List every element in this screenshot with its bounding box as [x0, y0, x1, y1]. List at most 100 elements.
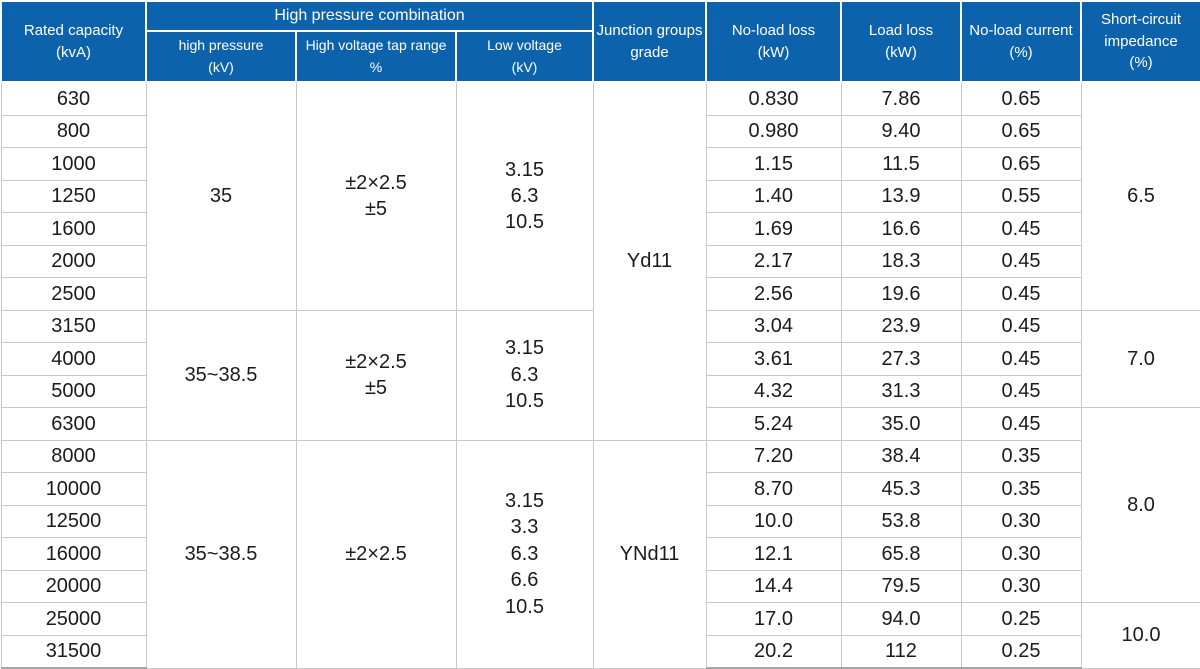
cell-no-load-loss: 7.20	[705, 439, 842, 473]
cell-no-load-current: 0.45	[960, 277, 1082, 311]
cell-load-loss: 35.0	[840, 407, 962, 441]
cell-no-load-current: 0.45	[960, 309, 1082, 343]
cell-no-load-loss: 1.15	[705, 147, 842, 181]
cell-load-loss: 18.3	[840, 244, 962, 278]
cell-capacity: 31500	[0, 634, 147, 669]
cell-no-load-current: 0.35	[960, 439, 1082, 473]
cell-load-loss: 53.8	[840, 504, 962, 538]
header-junction-groups-grade: Junction groups grade	[592, 0, 707, 83]
cell-high-pressure-group2: 35~38.5	[145, 309, 297, 441]
table-row: 5000 4.32 31.3 0.45	[0, 374, 1200, 408]
table-row: 12500 10.0 53.8 0.30	[0, 504, 1200, 538]
cell-load-loss: 16.6	[840, 212, 962, 246]
table-row: 2500 2.56 19.6 0.45	[0, 277, 1200, 311]
cell-no-load-current: 0.30	[960, 504, 1082, 538]
table-row: 1000 1.15 11.5 0.65	[0, 147, 1200, 181]
table-row: 800 0.980 9.40 0.65	[0, 114, 1200, 148]
table-header: Rated capacity (kvA) High pressure combi…	[0, 0, 1200, 83]
cell-no-load-current: 0.65	[960, 81, 1082, 116]
cell-junction-ynd11: YNd11	[592, 439, 707, 669]
table-row: 630 35 ±2×2.5 ±5 3.15 6.3 10.5 Yd11 0.83…	[0, 81, 1200, 441]
cell-capacity: 2000	[0, 244, 147, 278]
cell-no-load-current: 0.25	[960, 634, 1082, 669]
cell-no-load-loss: 20.2	[705, 634, 842, 669]
cell-no-load-current: 0.45	[960, 212, 1082, 246]
cell-load-loss: 7.86	[840, 81, 962, 116]
cell-capacity: 800	[0, 114, 147, 148]
header-load-loss: Load loss (kW)	[840, 0, 962, 83]
cell-no-load-loss: 14.4	[705, 569, 842, 603]
cell-high-pressure-group1: 35	[145, 81, 297, 311]
cell-impedance-group4: 10.0	[1080, 602, 1200, 669]
header-high-pressure-combination: High pressure combination	[145, 0, 594, 32]
cell-no-load-loss: 2.56	[705, 277, 842, 311]
cell-load-loss: 65.8	[840, 537, 962, 571]
header-no-load-loss: No-load loss (kW)	[705, 0, 842, 83]
cell-no-load-loss: 12.1	[705, 537, 842, 571]
cell-capacity: 16000	[0, 537, 147, 571]
cell-no-load-current: 0.30	[960, 537, 1082, 571]
cell-capacity: 20000	[0, 569, 147, 603]
header-short-circuit-impedance: Short-circuit impedance (%)	[1080, 0, 1200, 83]
cell-capacity: 5000	[0, 374, 147, 408]
cell-no-load-current: 0.45	[960, 374, 1082, 408]
cell-no-load-current: 0.45	[960, 342, 1082, 376]
cell-capacity: 1250	[0, 179, 147, 213]
cell-capacity: 8000	[0, 439, 147, 473]
cell-capacity: 1600	[0, 212, 147, 246]
table-row: 2000 2.17 18.3 0.45	[0, 244, 1200, 278]
cell-tap-range-group3: ±2×2.5	[295, 439, 457, 669]
cell-no-load-loss: 8.70	[705, 472, 842, 506]
header-tap-range: High voltage tap range %	[295, 30, 457, 83]
cell-load-loss: 31.3	[840, 374, 962, 408]
cell-no-load-loss: 1.40	[705, 179, 842, 213]
cell-no-load-loss: 10.0	[705, 504, 842, 538]
cell-load-loss: 19.6	[840, 277, 962, 311]
table-row: 16000 12.1 65.8 0.30	[0, 537, 1200, 571]
table-body: 630 35 ±2×2.5 ±5 3.15 6.3 10.5 Yd11 0.83…	[0, 81, 1200, 669]
cell-no-load-current: 0.35	[960, 472, 1082, 506]
cell-no-load-current: 0.65	[960, 114, 1082, 148]
cell-impedance-group1: 6.5	[1080, 81, 1200, 311]
cell-capacity: 12500	[0, 504, 147, 538]
cell-high-pressure-group3: 35~38.5	[145, 439, 297, 669]
table-row: 6300 5.24 35.0 0.45 8.0	[0, 407, 1200, 603]
cell-impedance-group2: 7.0	[1080, 309, 1200, 408]
cell-no-load-loss: 3.04	[705, 309, 842, 343]
header-high-pressure: high pressure (kV)	[145, 30, 297, 83]
cell-capacity: 25000	[0, 602, 147, 636]
cell-load-loss: 94.0	[840, 602, 962, 636]
cell-load-loss: 9.40	[840, 114, 962, 148]
table-row: 1250 1.40 13.9 0.55	[0, 179, 1200, 213]
table-row: 1600 1.69 16.6 0.45	[0, 212, 1200, 246]
cell-impedance-group3: 8.0	[1080, 407, 1200, 603]
cell-load-loss: 45.3	[840, 472, 962, 506]
cell-no-load-current: 0.30	[960, 569, 1082, 603]
cell-load-loss: 11.5	[840, 147, 962, 181]
cell-no-load-loss: 0.830	[705, 81, 842, 116]
cell-load-loss: 23.9	[840, 309, 962, 343]
cell-no-load-current: 0.25	[960, 602, 1082, 636]
table-row: 10000 8.70 45.3 0.35	[0, 472, 1200, 506]
table-row: 3150 35~38.5 ±2×2.5 ±5 3.15 6.3 10.5 3.0…	[0, 309, 1200, 441]
cell-capacity: 10000	[0, 472, 147, 506]
cell-capacity: 6300	[0, 407, 147, 441]
cell-tap-range-group2: ±2×2.5 ±5	[295, 309, 457, 441]
cell-junction-yd11: Yd11	[592, 81, 707, 441]
cell-load-loss: 79.5	[840, 569, 962, 603]
cell-tap-range-group1: ±2×2.5 ±5	[295, 81, 457, 311]
cell-low-voltage-group1: 3.15 6.3 10.5	[455, 81, 594, 311]
cell-capacity: 2500	[0, 277, 147, 311]
cell-capacity: 4000	[0, 342, 147, 376]
table-row: 8000 35~38.5 ±2×2.5 3.15 3.3 6.3 6.6 10.…	[0, 439, 1200, 669]
header-low-voltage: Low voltage (kV)	[455, 30, 594, 83]
cell-no-load-loss: 4.32	[705, 374, 842, 408]
header-no-load-current: No-load current (%)	[960, 0, 1082, 83]
cell-no-load-loss: 1.69	[705, 212, 842, 246]
table-row: 25000 17.0 94.0 0.25 10.0	[0, 602, 1200, 669]
cell-load-loss: 27.3	[840, 342, 962, 376]
cell-no-load-current: 0.65	[960, 147, 1082, 181]
cell-no-load-current: 0.55	[960, 179, 1082, 213]
cell-no-load-loss: 2.17	[705, 244, 842, 278]
